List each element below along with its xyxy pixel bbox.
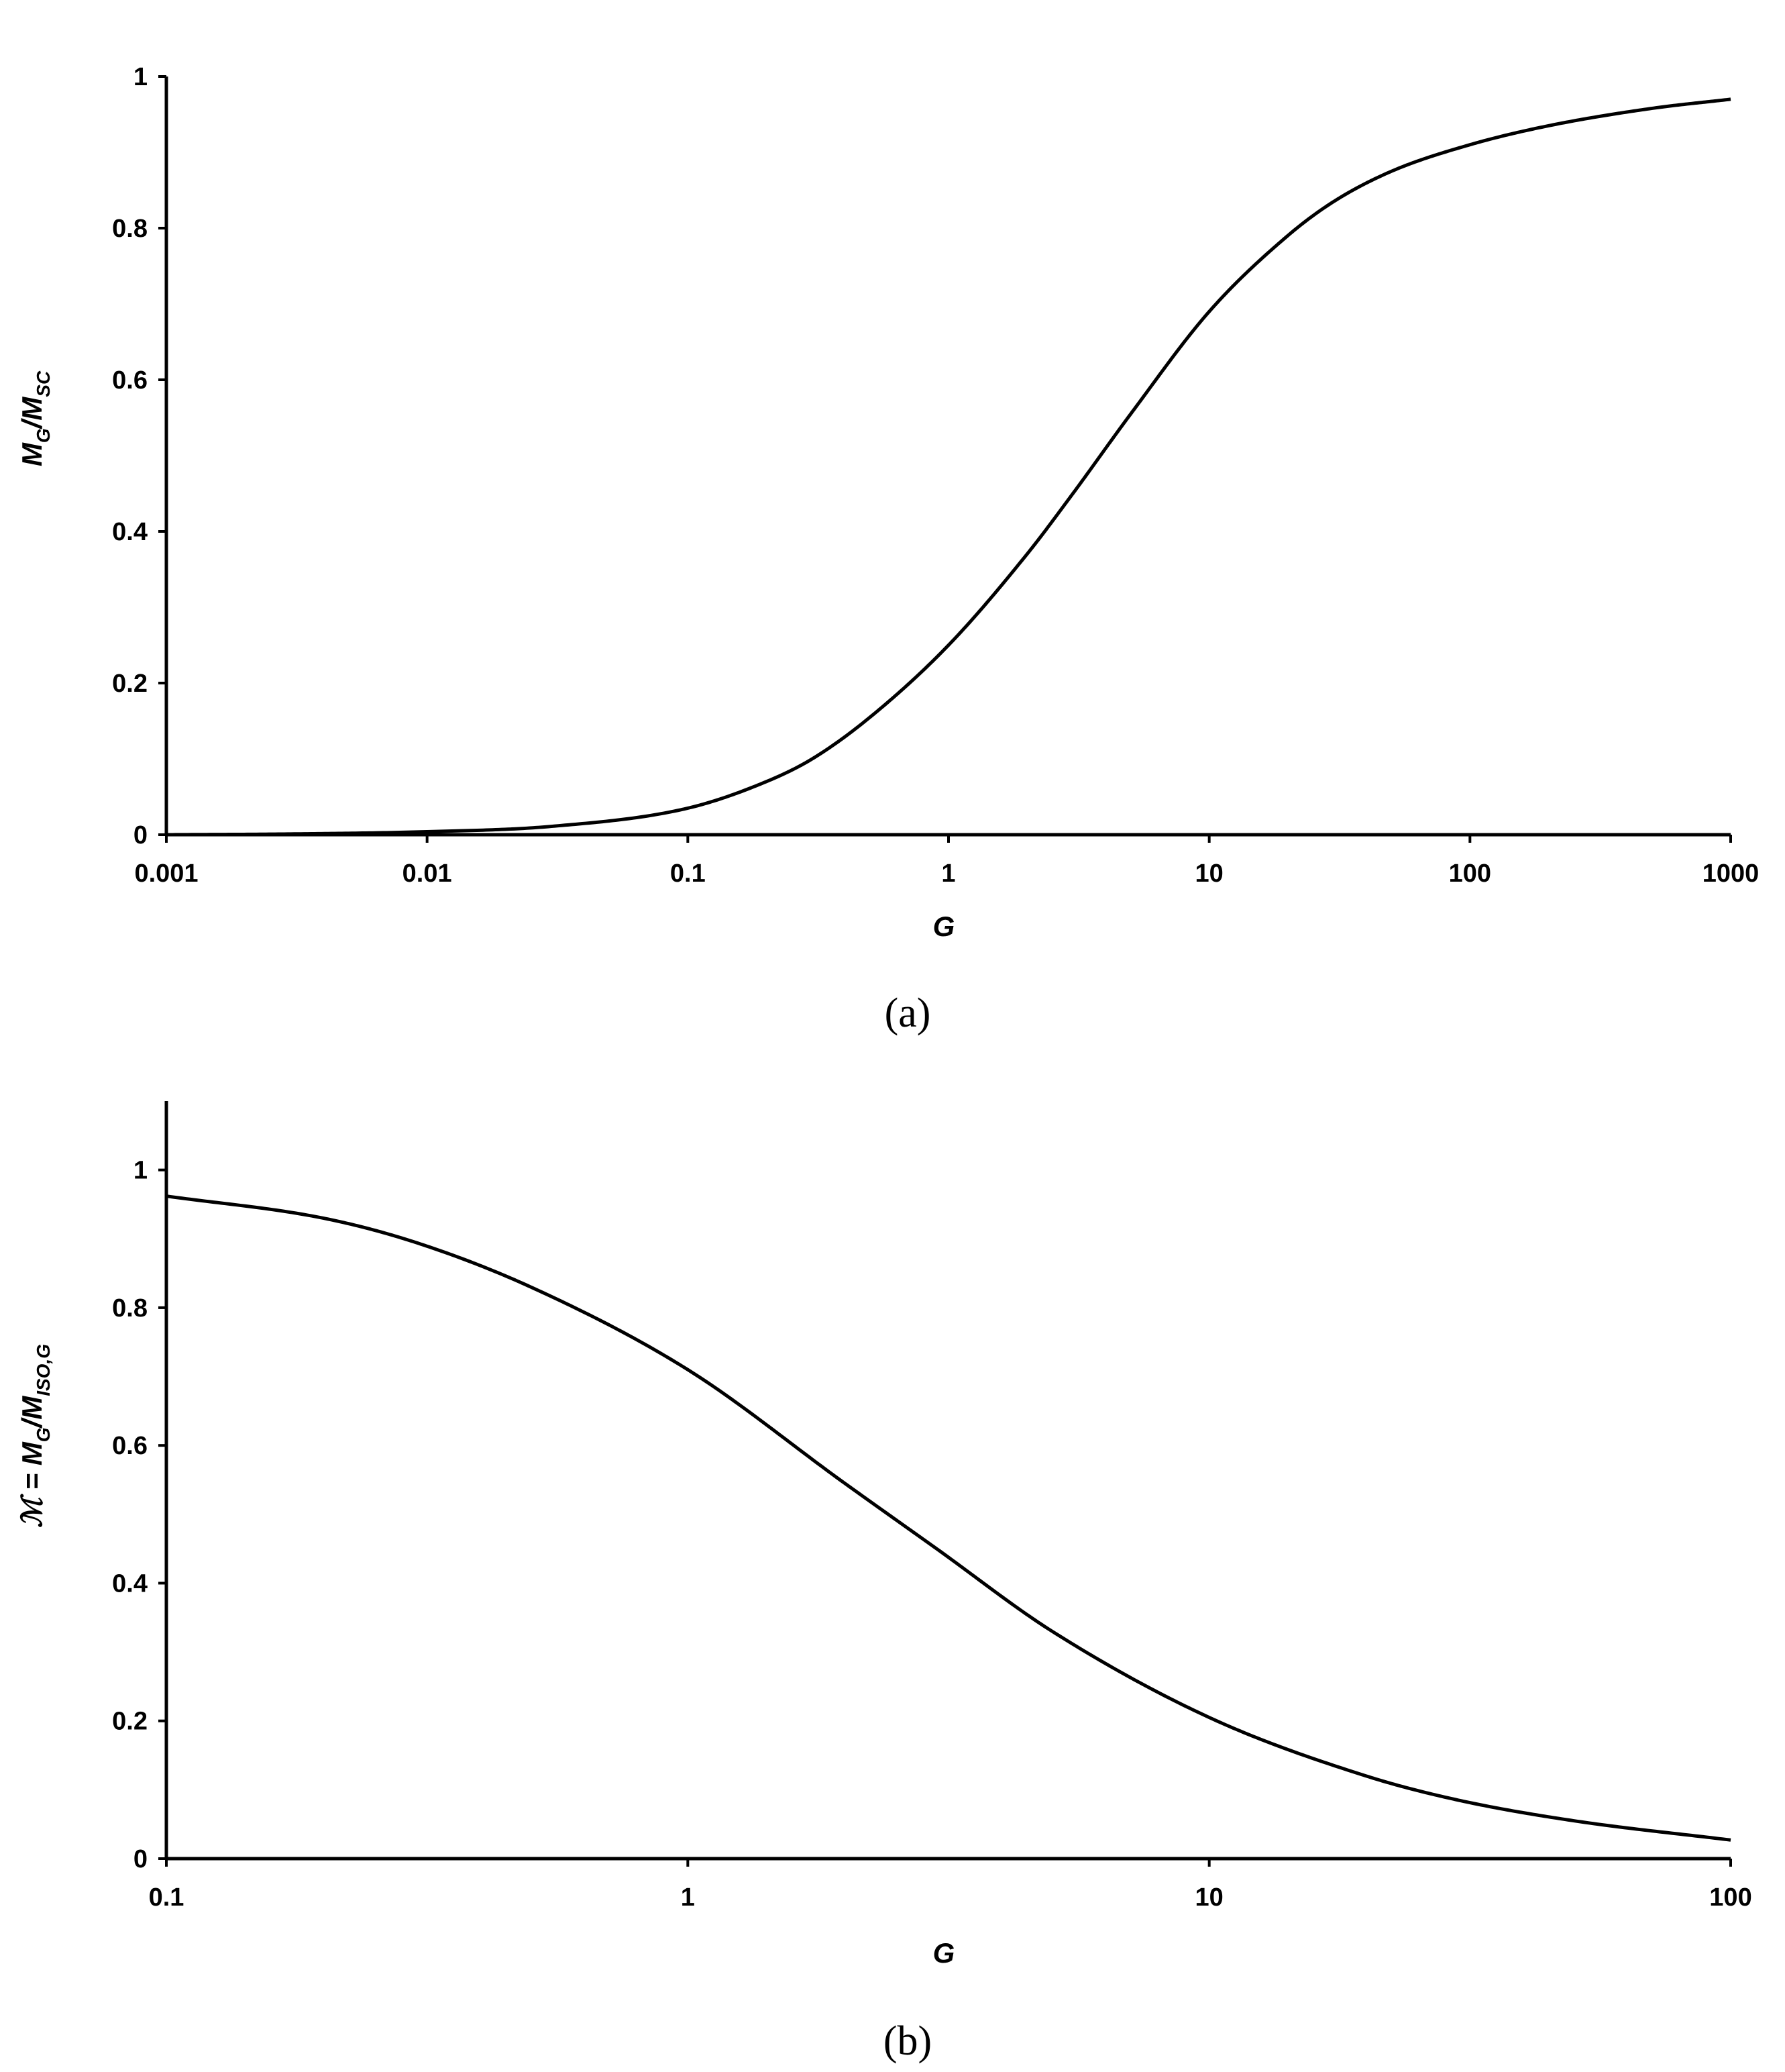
y-axis-title-b: ℳ = MG/MISO,G [15,1344,54,1528]
chart-panel-b: ℳ = MG/MISO,G G (b) 00.20.40.60.810.1 1 10… [15,1101,1752,2064]
x-tick-label-a: 100 [1449,860,1491,888]
panel-label-a: (a) [885,990,931,1036]
y-axis-title-a-slash: /M [16,397,48,430]
y-tick-label-a: 0.4 [112,518,148,546]
x-tick-label-a: 0.1 [670,860,706,888]
x-tick-label-a: 1000 [1702,860,1760,888]
panel-label-b: (b) [883,2018,932,2064]
chart-panel-a: MG/MSC G (a) 00.20.40.60.810.001 0.01 0.1 1… [16,63,1759,1036]
y-tick-label-b: 0.6 [112,1432,148,1460]
x-tick-label-b: 100 [1709,1883,1751,1912]
y-axis-title-b-sub2: ISO,G [33,1344,54,1396]
y-tick-label-a: 0.6 [112,366,148,395]
svg-text:MG/MSC: MG/MSC [16,370,54,466]
x-tick-label-b: 1 [681,1883,695,1912]
y-axis-title-a-main: M [16,442,48,466]
series-line-b [166,1194,1731,1842]
series-line-a [166,97,1731,837]
y-tick-label-a: 0 [133,821,148,849]
y-tick-label-a: 0.8 [112,215,148,243]
y-tick-label-a: 1 [133,63,148,91]
svg-text:ℳ = MG/MISO,G: ℳ = MG/MISO,G [15,1344,54,1528]
y-axis-title-b-eq: = [16,1465,48,1498]
y-tick-label-b: 0.8 [112,1294,148,1323]
x-tick-label-a: 0.001 [134,860,198,888]
y-tick-label-b: 0.4 [112,1569,148,1598]
y-axis-title-b-sub1: G [33,1427,54,1442]
y-axis-title-b-main: M [16,1441,48,1465]
y-axis-title-b-script: ℳ [15,1494,48,1528]
x-tick-label-a: 10 [1195,860,1224,888]
y-tick-label-b: 0.2 [112,1708,148,1736]
y-tick-label-b: 0 [133,1845,148,1873]
y-axis-title-a-sub1: G [33,428,54,443]
y-axis-title-a-sub2: SC [33,370,54,397]
x-tick-label-a: 1 [941,860,955,888]
y-tick-label-b: 1 [133,1157,148,1185]
x-axis-title-a: G [933,911,955,942]
y-axis-title-b-slash: /M [16,1396,48,1429]
x-tick-label-a: 0.01 [402,860,452,888]
x-tick-label-b: 10 [1195,1883,1224,1912]
y-axis-title-a: MG/MSC [16,370,54,466]
x-tick-label-b: 0.1 [149,1883,184,1912]
x-axis-title-b: G [933,1937,955,1969]
y-tick-label-a: 0.2 [112,670,148,698]
